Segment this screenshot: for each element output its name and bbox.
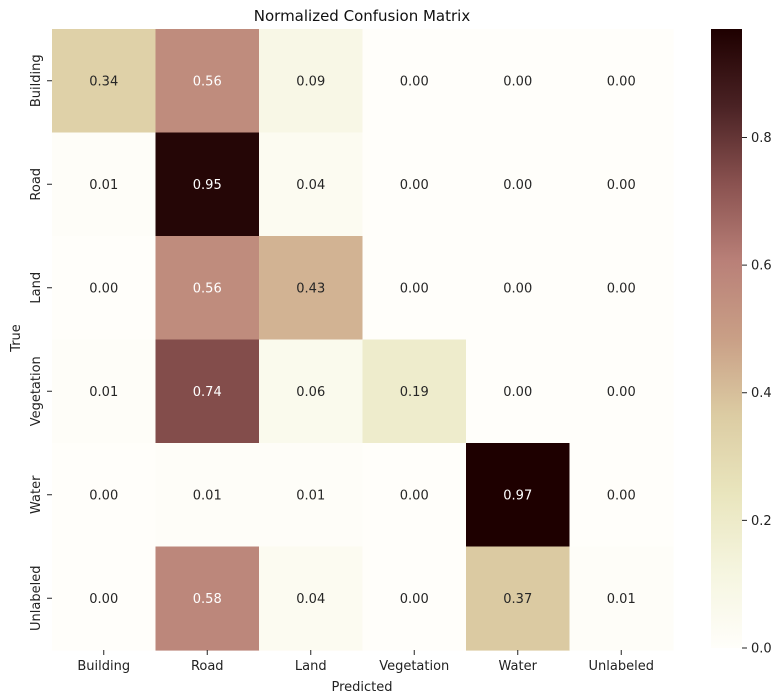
cell-value-label: 0.58 (193, 592, 222, 607)
heatmap-cell-6-3 (259, 546, 364, 651)
heatmap-cells: 0.34 0.56 0.09 0.00 0.00 0.00 0.01 0.95 0.04 0.00… (52, 29, 674, 651)
x-axis-ticks: Building Road Land Vegetation Water Unlabeled (77, 650, 654, 674)
cell-value-label: 0.01 (89, 385, 118, 400)
heatmap-cell-5-3 (259, 443, 364, 548)
cell-value-label: 0.00 (503, 385, 532, 400)
cell-value-label: 0.09 (296, 74, 325, 89)
y-tick-label: Road (29, 168, 44, 201)
colorbar-tick-label: 0.2 (751, 514, 772, 529)
cell-value-label: 0.43 (296, 281, 325, 296)
chart-title: Normalized Confusion Matrix (254, 7, 471, 25)
heatmap-cell-3-1 (52, 236, 157, 341)
colorbar: 0.0 0.2 0.4 0.6 0.8 (711, 29, 772, 657)
cell-value-label: 0.00 (607, 178, 636, 193)
cell-value-label: 0.04 (296, 592, 325, 607)
x-tick-label: Vegetation (379, 659, 449, 674)
colorbar-tick-label: 0.6 (751, 259, 772, 274)
cell-value-label: 0.00 (400, 178, 429, 193)
x-tick-label: Water (499, 659, 538, 674)
heatmap-cell-3-3 (259, 236, 364, 341)
cell-value-label: 0.06 (296, 385, 325, 400)
colorbar-tick-label: 0.0 (751, 642, 772, 657)
heatmap-cell-5-5 (466, 443, 571, 548)
y-tick-label: Water (29, 475, 44, 514)
heatmap-cell-5-2 (155, 443, 260, 548)
cell-value-label: 0.00 (607, 74, 636, 89)
cell-value-label: 0.00 (503, 74, 532, 89)
heatmap-cell-1-6 (569, 29, 674, 134)
heatmap-cell-3-6 (569, 236, 674, 341)
heatmap-cell-2-3 (259, 132, 364, 237)
x-tick-label: Building (77, 659, 130, 674)
cell-value-label: 0.74 (193, 385, 222, 400)
heatmap-cell-4-4 (362, 339, 467, 444)
x-tick-label: Road (191, 659, 224, 674)
cell-value-label: 0.00 (607, 488, 636, 503)
y-tick-label: Land (29, 272, 44, 304)
colorbar-gradient (711, 29, 742, 648)
y-axis-ticks: Building Road Land Vegetation Water Unlabeled (29, 54, 52, 631)
heatmap-cell-1-1 (52, 29, 157, 134)
y-axis-label: True (9, 324, 24, 353)
cell-value-label: 0.00 (503, 178, 532, 193)
cell-value-label: 0.19 (400, 385, 429, 400)
heatmap-cell-6-5 (466, 546, 571, 651)
cell-value-label: 0.37 (503, 592, 532, 607)
heatmap-cell-6-1 (52, 546, 157, 651)
cell-value-label: 0.04 (296, 178, 325, 193)
x-tick-label: Unlabeled (589, 659, 654, 674)
heatmap-cell-6-2 (155, 546, 260, 651)
cell-value-label: 0.01 (89, 178, 118, 193)
x-tick-label: Land (295, 659, 327, 674)
y-tick-label: Unlabeled (29, 566, 44, 631)
heatmap-cell-5-6 (569, 443, 674, 548)
heatmap-cell-4-2 (155, 339, 260, 444)
heatmap-cell-2-4 (362, 132, 467, 237)
colorbar-tick-label: 0.4 (751, 386, 772, 401)
heatmap-cell-1-2 (155, 29, 260, 134)
x-axis-label: Predicted (331, 680, 392, 695)
cell-value-label: 0.01 (193, 488, 222, 503)
heatmap-cell-3-5 (466, 236, 571, 341)
heatmap-cell-2-5 (466, 132, 571, 237)
heatmap-cell-3-2 (155, 236, 260, 341)
heatmap-cell-2-1 (52, 132, 157, 237)
y-tick-label: Building (29, 54, 44, 107)
cell-value-label: 0.56 (193, 74, 222, 89)
cell-value-label: 0.97 (503, 488, 532, 503)
heatmap-cell-4-6 (569, 339, 674, 444)
heatmap-cell-4-1 (52, 339, 157, 444)
y-tick-label: Vegetation (29, 356, 44, 426)
heatmap-cell-3-4 (362, 236, 467, 341)
heatmap-cell-2-2 (155, 132, 260, 237)
heatmap-cell-2-6 (569, 132, 674, 237)
cell-value-label: 0.56 (193, 281, 222, 296)
cell-value-label: 0.00 (503, 281, 532, 296)
colorbar-tick-label: 0.8 (751, 131, 772, 146)
heatmap-cell-5-1 (52, 443, 157, 548)
cell-value-label: 0.00 (400, 488, 429, 503)
cell-value-label: 0.00 (400, 74, 429, 89)
heatmap-cell-4-5 (466, 339, 571, 444)
heatmap-cell-5-4 (362, 443, 467, 548)
heatmap-cell-4-3 (259, 339, 364, 444)
cell-value-label: 0.34 (89, 74, 118, 89)
cell-value-label: 0.01 (296, 488, 325, 503)
cell-value-label: 0.00 (607, 385, 636, 400)
heatmap-cell-1-5 (466, 29, 571, 134)
heatmap-cell-6-6 (569, 546, 674, 651)
heatmap-cell-1-3 (259, 29, 364, 134)
heatmap-cell-1-4 (362, 29, 467, 134)
cell-value-label: 0.95 (193, 178, 222, 193)
cell-value-label: 0.00 (400, 281, 429, 296)
cell-value-label: 0.01 (607, 592, 636, 607)
cell-value-label: 0.00 (89, 592, 118, 607)
cell-value-label: 0.00 (607, 281, 636, 296)
cell-value-label: 0.00 (89, 281, 118, 296)
heatmap-cell-6-4 (362, 546, 467, 651)
cell-value-label: 0.00 (89, 488, 118, 503)
cell-value-label: 0.00 (400, 592, 429, 607)
